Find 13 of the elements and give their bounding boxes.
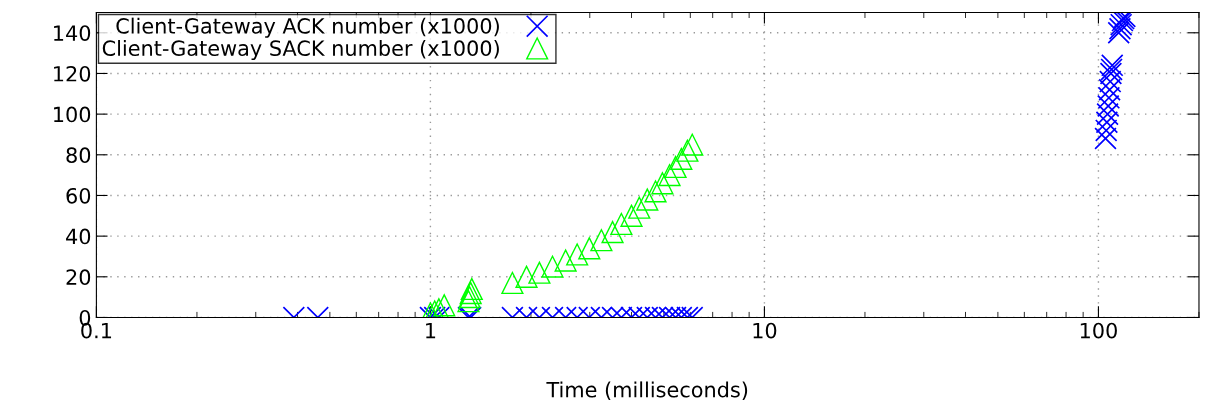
x-axis-title: Time (milliseconds) xyxy=(546,381,748,400)
x-tick-label: 10 xyxy=(753,322,777,339)
y-tick-label: 60 xyxy=(66,187,91,204)
x-tick-label: 100 xyxy=(1080,322,1117,339)
x-tick-label: 1 xyxy=(426,322,436,339)
legend-label: Client-Gateway SACK number (x1000) xyxy=(102,39,499,61)
y-tick-label: 40 xyxy=(66,228,91,245)
y-tick-label: 100 xyxy=(54,106,91,123)
y-tick-label: 80 xyxy=(66,147,91,164)
y-tick-label: 140 xyxy=(54,25,91,41)
y-tick-label: 20 xyxy=(66,269,91,286)
y-tick-label: 120 xyxy=(54,65,91,82)
legend-label: Client-Gateway ACK number (x1000) xyxy=(116,17,499,38)
